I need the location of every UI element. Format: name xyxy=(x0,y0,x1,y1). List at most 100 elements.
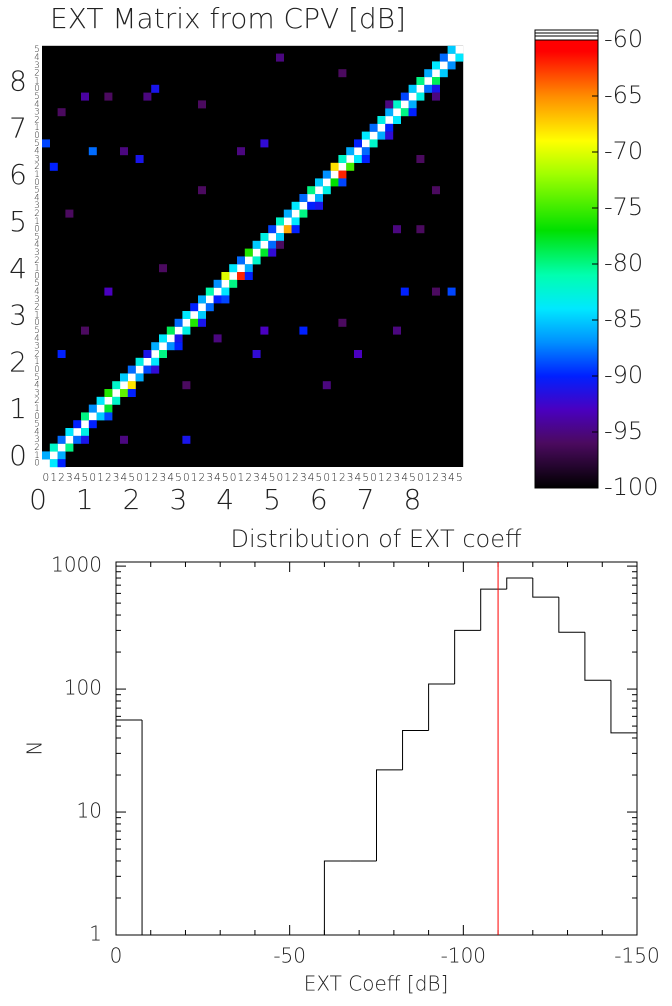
matrix-cell xyxy=(307,186,316,195)
matrix-cell xyxy=(346,147,355,156)
y-minor-label: 1 xyxy=(34,76,39,86)
x-minor-label: 1 xyxy=(425,472,432,484)
matrix-cell xyxy=(307,201,316,210)
matrix-cell xyxy=(268,240,277,249)
matrix-cell xyxy=(416,92,425,101)
histogram-step xyxy=(428,683,455,731)
matrix-cell xyxy=(166,326,175,335)
x-minor-label: 2 xyxy=(245,472,252,484)
matrix-cell xyxy=(322,381,331,390)
matrix-cell xyxy=(151,357,160,366)
matrix-cell xyxy=(221,272,230,280)
matrix-cell xyxy=(229,264,238,273)
matrix-cell xyxy=(151,350,160,358)
histogram-title: Distribution of EXT coeff xyxy=(230,525,522,553)
matrix-cell xyxy=(198,100,206,109)
x-major-label: 0 xyxy=(29,483,47,516)
y-minor-label: 1 xyxy=(34,451,39,461)
matrix-cell xyxy=(104,396,113,405)
y-minor-label: 5 xyxy=(34,139,39,149)
matrix-cell xyxy=(229,279,238,288)
matrix-cell xyxy=(385,131,394,140)
y-minor-label: 2 xyxy=(34,256,39,266)
matrix-cell xyxy=(135,357,144,366)
x-minor-label: 1 xyxy=(191,472,198,484)
x-minor-label: 1 xyxy=(144,472,151,484)
x-major-label: 6 xyxy=(310,483,328,516)
matrix-cell xyxy=(112,381,121,390)
y-minor-label: 2 xyxy=(34,162,39,172)
y-minor-label: 4 xyxy=(34,193,39,203)
histogram-step xyxy=(454,629,481,684)
matrix-cell xyxy=(338,162,347,171)
matrix-cell xyxy=(432,287,440,296)
y-minor-label: 2 xyxy=(34,349,39,359)
matrix-cell xyxy=(244,256,253,265)
x-tick-label: -100 xyxy=(441,944,486,968)
matrix-cell xyxy=(112,389,121,397)
x-major-label: 1 xyxy=(76,483,94,516)
matrix-cell xyxy=(143,357,152,366)
x-minor-label: 4 xyxy=(401,472,408,484)
x-minor-label: 4 xyxy=(448,472,455,484)
matrix-cell xyxy=(166,334,175,343)
y-minor-label: 4 xyxy=(34,100,39,110)
matrix-cell xyxy=(120,147,128,156)
y-tick-label: 1000 xyxy=(51,553,102,577)
colorbar-tick-label: -80 xyxy=(604,249,643,277)
y-major-label: 7 xyxy=(9,111,27,144)
x-minor-label: 4 xyxy=(308,472,315,484)
matrix-cell xyxy=(393,225,401,234)
matrix-cell xyxy=(299,209,308,218)
matrix-cell xyxy=(330,178,339,187)
matrix-cell xyxy=(439,69,448,78)
x-major-label: 7 xyxy=(357,483,375,516)
matrix-cell xyxy=(42,139,50,148)
matrix-cell xyxy=(377,116,386,124)
matrix-cell xyxy=(338,318,347,327)
matrix-cell xyxy=(268,225,277,234)
x-minor-label: 2 xyxy=(292,472,299,484)
y-major-label: 8 xyxy=(9,65,27,98)
matrix-cell xyxy=(346,162,355,171)
y-minor-label: 2 xyxy=(34,69,39,79)
matrix-cell xyxy=(57,108,66,117)
x-minor-label: 4 xyxy=(261,472,268,484)
matrix-cell xyxy=(198,311,206,319)
y-minor-label: 1 xyxy=(34,170,39,180)
matrix-cell xyxy=(229,272,238,280)
matrix-cell xyxy=(120,381,128,390)
matrix-cell xyxy=(424,77,433,85)
matrix-cell xyxy=(96,412,105,421)
matrix-cell xyxy=(252,248,261,257)
matrix-cell xyxy=(393,326,401,335)
y-minor-label: 0 xyxy=(34,459,39,469)
matrix-cell xyxy=(346,155,355,163)
matrix-cell xyxy=(416,84,425,93)
x-minor-label: 0 xyxy=(136,472,143,484)
x-minor-label: 0 xyxy=(89,472,96,484)
matrix-cell xyxy=(385,116,394,124)
matrix-cell xyxy=(57,443,66,452)
x-major-label: 3 xyxy=(169,483,187,516)
matrix-cell xyxy=(291,201,300,210)
matrix-cell xyxy=(400,287,409,296)
colorbar xyxy=(534,39,599,489)
y-minor-label: 1 xyxy=(34,310,39,320)
y-minor-label: 5 xyxy=(34,92,39,102)
matrix-cell xyxy=(120,435,128,444)
matrix-cell xyxy=(143,365,152,374)
matrix-cell xyxy=(424,69,433,78)
x-minor-label: 3 xyxy=(66,472,73,484)
matrix-cell xyxy=(213,279,222,288)
y-minor-label: 4 xyxy=(34,381,39,391)
matrix-cell xyxy=(283,225,292,234)
matrix-cell xyxy=(57,459,66,468)
matrix-cell xyxy=(338,170,347,179)
y-minor-label: 0 xyxy=(34,365,39,375)
x-minor-label: 4 xyxy=(74,472,81,484)
y-minor-label: 0 xyxy=(34,131,39,141)
x-minor-label: 1 xyxy=(50,472,57,484)
matrix-cell xyxy=(120,389,128,397)
